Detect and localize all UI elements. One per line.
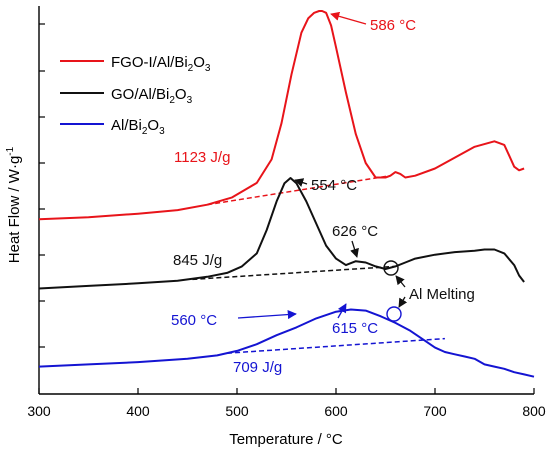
x-tick-label-300: 300 bbox=[27, 403, 51, 419]
baseline-1 bbox=[192, 265, 396, 281]
annotation-arrow-586 bbox=[330, 11, 367, 25]
annotation-arrow-554 bbox=[294, 178, 308, 187]
baselines bbox=[192, 174, 445, 354]
annotation-arrow-melting-down bbox=[398, 296, 408, 308]
annotation-845: 845 J/g bbox=[173, 252, 222, 269]
series-line-0 bbox=[38, 10, 525, 221]
annotation-626: 626 °C bbox=[332, 223, 378, 240]
legend: FGO-I/Al/Bi2O3 GO/Al/Bi2O3 Al/Bi2O3 bbox=[60, 54, 211, 137]
annotation-al-melting: Al Melting bbox=[409, 286, 475, 303]
annotation-1123: 1123 J/g bbox=[174, 149, 230, 166]
baseline-0 bbox=[207, 174, 391, 206]
x-tick-label-800: 800 bbox=[522, 403, 546, 419]
y-axis-label: Heat Flow / W·g-1 bbox=[5, 146, 23, 263]
annotation-560: 560 °C bbox=[171, 312, 217, 329]
annotation-709: 709 J/g bbox=[233, 359, 282, 376]
annotation-586: 586 °C bbox=[370, 17, 416, 34]
x-tick-label-700: 700 bbox=[423, 403, 447, 419]
baseline-2 bbox=[227, 337, 445, 354]
x-ticks: 300 400 500 600 700 800 bbox=[27, 388, 546, 419]
x-axis-label: Temperature / °C bbox=[229, 431, 343, 448]
x-tick-label-600: 600 bbox=[324, 403, 348, 419]
melting-circle-al bbox=[386, 306, 402, 322]
series-group bbox=[38, 10, 535, 378]
annotations: 586 °C 1123 J/g 554 °C 626 °C 845 J/g Al… bbox=[171, 11, 475, 376]
y-ticks bbox=[39, 23, 45, 348]
legend-label-fgo: FGO-I/Al/Bi2O3 bbox=[111, 54, 211, 74]
annotation-arrow-615 bbox=[337, 303, 347, 319]
annotation-615: 615 °C bbox=[332, 320, 378, 337]
legend-label-go: GO/Al/Bi2O3 bbox=[111, 86, 193, 106]
series-line-2 bbox=[38, 308, 535, 378]
legend-label-al: Al/Bi2O3 bbox=[111, 117, 165, 137]
melting-circle-go bbox=[383, 260, 399, 276]
x-tick-label-400: 400 bbox=[126, 403, 150, 419]
annotation-arrow-560 bbox=[237, 310, 297, 320]
annotation-554: 554 °C bbox=[311, 177, 357, 194]
series-line-1 bbox=[38, 177, 525, 290]
annotation-arrow-626 bbox=[350, 240, 359, 258]
annotation-arrow-melting-up bbox=[395, 275, 406, 288]
x-tick-label-500: 500 bbox=[225, 403, 249, 419]
